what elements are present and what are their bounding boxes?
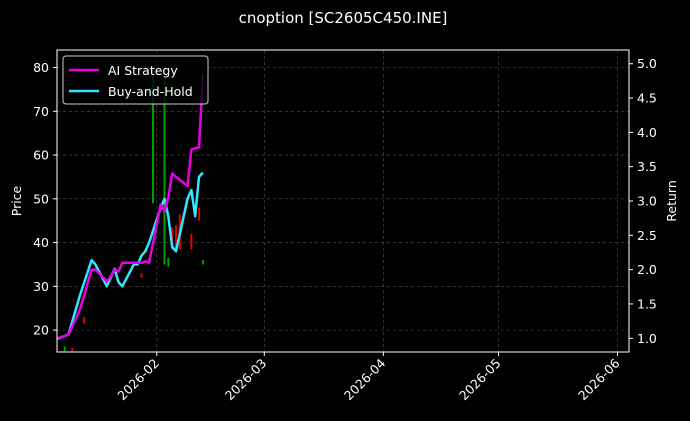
volume-bar [175, 225, 178, 252]
volume-bar [71, 347, 74, 352]
x-tick-label: 2026-06 [575, 355, 623, 403]
y-axis-left: 20 30 40 50 60 70 80 [33, 60, 57, 338]
legend: AI Strategy Buy-and-Hold [62, 55, 209, 105]
series-line-ai-strategy [56, 73, 205, 340]
y2-tick-label: 3.0 [637, 194, 657, 209]
y2-tick-label: 4.5 [637, 91, 657, 106]
y2-axis-label: Return [664, 180, 679, 221]
x-axis: 2026-02 2026-03 2026-04 2026-05 2026-06 [114, 352, 623, 404]
y-tick-label: 50 [33, 191, 49, 206]
volume-bar [198, 207, 201, 221]
y2-tick-label: 5.0 [637, 56, 657, 71]
y2-tick-label: 3.5 [637, 159, 657, 174]
y-axis-right: 1.0 1.5 2.0 2.5 3.0 3.5 4.0 4.5 5.0 [629, 56, 657, 346]
grid [57, 50, 629, 352]
y2-tick-label: 4.0 [637, 125, 657, 140]
y2-tick-label: 2.0 [637, 262, 657, 277]
series-lines [56, 73, 205, 341]
x-tick-label: 2026-04 [341, 355, 389, 403]
y2-tick-label: 2.5 [637, 228, 657, 243]
volume-bars [63, 67, 204, 352]
series-line-buy-and-hold [56, 171, 204, 341]
legend-label-buy-and-hold: Buy-and-Hold [108, 84, 193, 99]
volume-bar [151, 67, 154, 204]
volume-bar [190, 233, 193, 250]
volume-bar [201, 260, 204, 265]
y2-tick-label: 1.5 [637, 296, 657, 311]
volume-bar [82, 316, 85, 324]
y-tick-label: 30 [33, 279, 49, 294]
y-tick-label: 60 [33, 148, 49, 163]
y-tick-label: 20 [33, 323, 49, 338]
x-tick-label: 2026-02 [114, 356, 162, 404]
volume-bar [167, 257, 170, 267]
x-tick-label: 2026-03 [222, 356, 270, 404]
volume-bar [163, 67, 166, 265]
legend-label-ai-strategy: AI Strategy [108, 63, 178, 78]
y2-tick-label: 1.0 [637, 331, 657, 346]
y-tick-label: 80 [33, 60, 49, 75]
volume-bar [63, 346, 66, 352]
y-tick-label: 70 [33, 104, 49, 119]
volume-bar [140, 273, 143, 278]
y-axis-label: Price [9, 185, 24, 216]
chart-title: cnoption [SC2605C450.INE] [239, 9, 448, 27]
legend-box [62, 55, 209, 105]
y-tick-label: 40 [33, 235, 49, 250]
x-tick-label: 2026-05 [456, 356, 504, 404]
